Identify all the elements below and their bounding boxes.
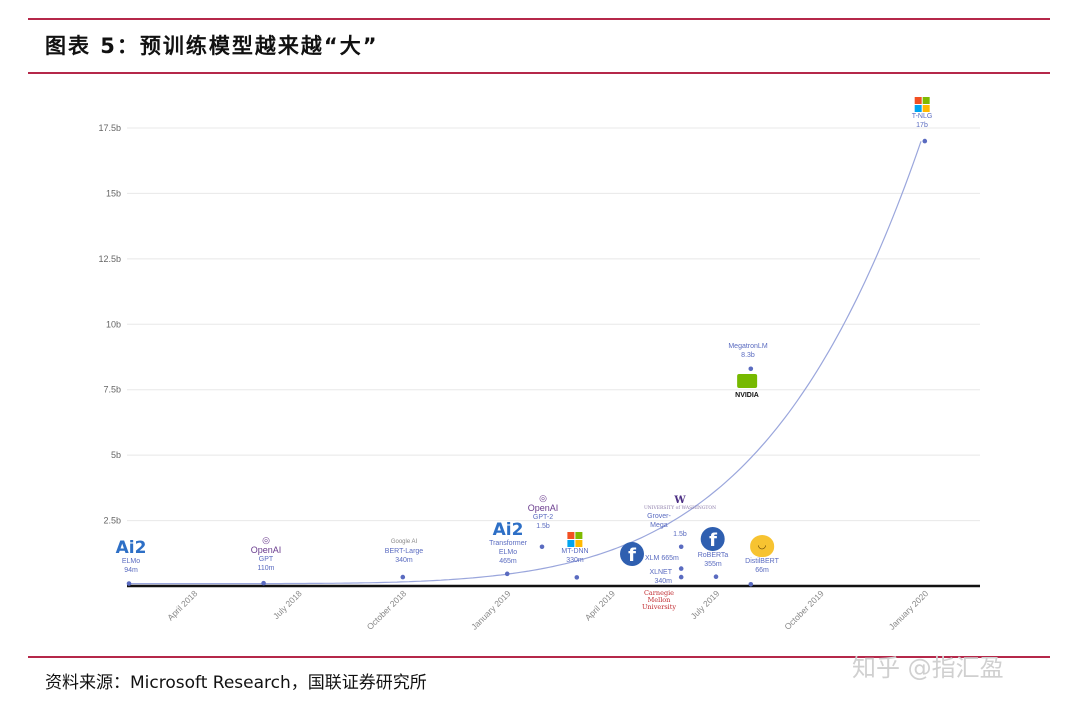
x-tick-label: April 2018: [165, 588, 199, 622]
model-label: RoBERTa: [697, 552, 729, 559]
annotation-megatronlm: MegatronLM 8.3b: [728, 342, 767, 360]
ai2-logo: Ai2: [115, 538, 147, 558]
x-tick-label: January 2020: [887, 588, 931, 632]
param-label: 8.3b: [741, 352, 755, 359]
google-ai-logo: Google AI: [390, 539, 418, 545]
nvidia-logo: NVIDIA: [735, 374, 759, 400]
y-tick-label: 10b: [106, 319, 121, 329]
annotation-gpt2: ◎ OpenAI GPT-2 1.5b: [528, 493, 559, 531]
annotation-roberta: f RoBERTa 355m: [697, 527, 729, 569]
annotation-grover-mega: W UNIVERSITY of WASHINGTON Grover-Mega 1…: [644, 495, 716, 539]
param-label: 355m: [704, 561, 722, 568]
annotation-distilbert: ◡ DistilBERT 66m: [745, 535, 779, 575]
annotation-xlnet: XLNET 340m: [645, 568, 672, 586]
annotation-elmo: Ai2 ELMo 94m: [116, 539, 147, 575]
y-tick-label: 2.5b: [103, 516, 121, 526]
chart: 2.5b 5b 7.5b 10b 12.5b 15b 17.5b April 2018 July…: [98, 123, 980, 632]
data-point-xlm: [678, 566, 684, 571]
facebook-logo-xlm: f: [620, 542, 644, 566]
model-label: XLM: [645, 555, 660, 562]
param-label: 465m: [499, 558, 517, 565]
y-tick-label: 5b: [111, 450, 121, 460]
param-label: 1.5b: [673, 531, 687, 538]
data-point-distilbert: [748, 581, 754, 587]
x-tick-label: January 2019: [469, 588, 513, 632]
x-tick-label: July 2019: [689, 588, 722, 621]
annotation-bert-large: Google AI BERT-Large 340m: [385, 538, 423, 565]
data-point-bert-large: [400, 574, 406, 580]
microsoft-logo: [914, 97, 930, 112]
watermark: 知乎 @指汇盈: [852, 654, 1004, 682]
param-label: 1.5b: [536, 523, 550, 530]
model-label: MT-DNN: [561, 548, 589, 555]
x-tick-label: July 2018: [271, 588, 304, 621]
model-label: ELMo: [121, 558, 141, 565]
model-label: BERT-Large: [384, 548, 424, 555]
data-point-xlnet: [678, 574, 684, 580]
huggingface-logo: ◡: [750, 535, 774, 557]
source-note: 资料来源：Microsoft Research，国联证券研究所: [45, 673, 427, 693]
model-label: DistilBERT: [745, 558, 779, 565]
data-point-elmo: [126, 581, 132, 586]
y-tick-label: 17.5b: [98, 123, 121, 133]
org-label: OpenAI: [527, 503, 559, 513]
param-label: 330m: [566, 557, 584, 564]
param-label: 340m: [395, 557, 413, 564]
data-point-transformer-elmo: [504, 571, 510, 577]
param-label: 340m: [654, 578, 672, 585]
model-label: XLNET: [649, 569, 672, 576]
ai2-logo: Ai2: [492, 520, 524, 540]
x-tick-label: October 2019: [782, 588, 826, 632]
top-rule: [28, 18, 1050, 20]
param-label: 17b: [916, 122, 928, 129]
footer-rule: [28, 656, 1050, 658]
param-label: 94m: [124, 567, 138, 574]
model-label: T-NLG: [911, 113, 933, 120]
data-point-gpt-2: [539, 544, 545, 550]
data-point-megatronlm: [748, 366, 754, 372]
param-label: 665m: [661, 555, 679, 562]
y-tick-label: 12.5b: [98, 254, 121, 264]
annotation-xlm: XLM 665m: [645, 554, 679, 563]
cmu-logo: Carnegie Mellon University: [641, 589, 677, 611]
param-label: 66m: [755, 567, 769, 574]
x-tick-label: April 2019: [583, 588, 617, 622]
openai-logo: ◎: [262, 535, 270, 545]
facebook-logo: f: [700, 527, 725, 551]
annotation-mt-dnn: MT-DNN 330m: [561, 532, 589, 565]
org-label: OpenAI: [250, 545, 282, 555]
annotation-gpt: ◎ OpenAI GPT 110m: [251, 535, 282, 573]
title-rule: [28, 72, 1050, 74]
param-label: 110m: [257, 565, 275, 572]
org-label: UNIVERSITY of WASHINGTON: [643, 506, 717, 511]
data-point-grover-mega: [678, 544, 684, 550]
data-point-t-nlg: [922, 138, 928, 144]
org-label: NVIDIA: [735, 392, 759, 399]
openai-logo: ◎: [539, 493, 547, 503]
y-tick-label: 7.5b: [103, 385, 121, 395]
data-point-gpt: [261, 580, 266, 586]
model-label: GPT: [258, 556, 274, 563]
annotation-transformer-elmo: Ai2 Transformer ELMo 465m: [486, 521, 530, 566]
data-point-roberta: [713, 574, 719, 580]
x-tick-label: October 2018: [365, 588, 409, 632]
microsoft-logo: [567, 532, 583, 547]
model-label: GPT-2: [532, 514, 554, 521]
uw-logo: W: [674, 495, 686, 506]
data-point-mt-dnn: [574, 575, 580, 580]
annotation-t-nlg: T-NLG 17b: [911, 97, 933, 130]
model-label: Transformer ELMo: [489, 540, 527, 556]
model-label: Grover-Mega: [647, 513, 671, 529]
y-tick-label: 15b: [106, 188, 121, 198]
model-label: MegatronLM: [728, 343, 768, 350]
trend-curve: [129, 141, 922, 585]
page-title: 图表 5：预训练模型越来越“大”: [45, 34, 379, 58]
